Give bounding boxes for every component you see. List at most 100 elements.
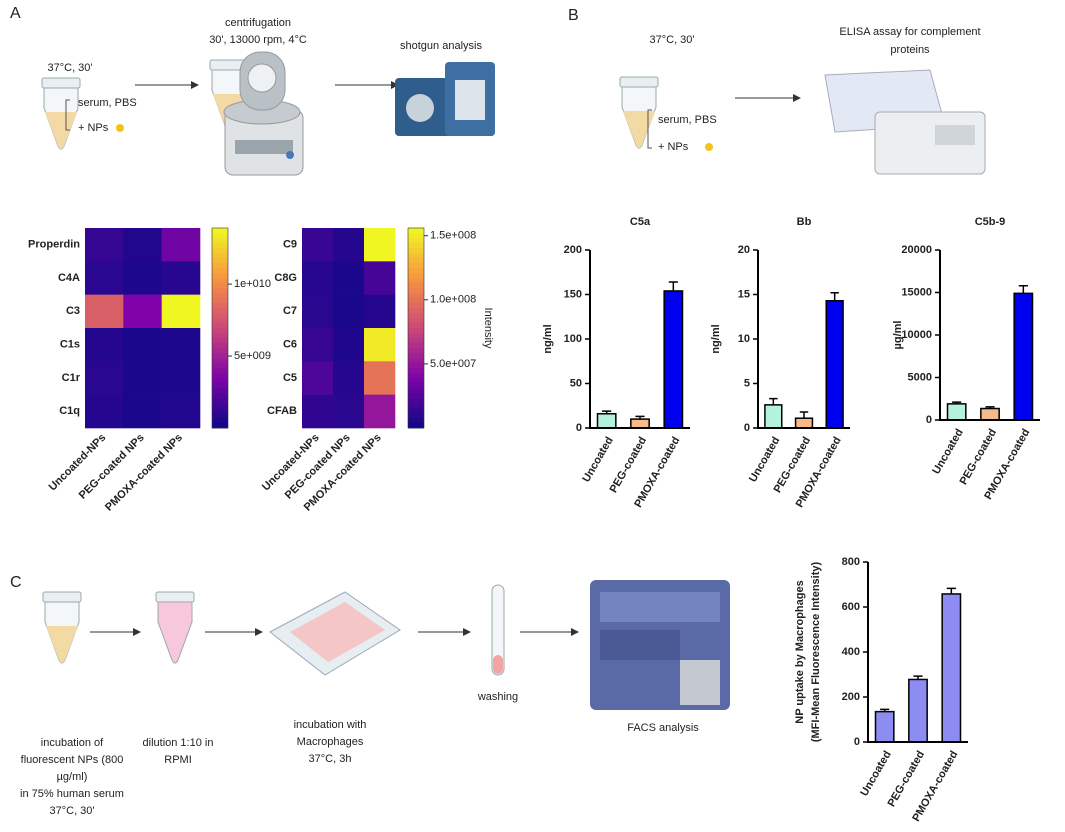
colorbar-tick-label: 1.0e+008	[430, 294, 476, 306]
colorbar-segment	[408, 398, 424, 404]
colorbar-segment	[212, 338, 228, 344]
x-tick-label: Uncoated	[858, 749, 893, 798]
test-tube	[491, 584, 505, 676]
colorbar-segment	[408, 343, 424, 349]
row-label: C3	[66, 305, 80, 317]
step-label: + NPs	[658, 141, 689, 153]
row-label: CFAB	[267, 405, 297, 417]
y-tick-label: 150	[564, 288, 582, 300]
step-label: 37°C, 30'	[49, 805, 94, 817]
heat-cell	[123, 294, 162, 329]
panel-label: A	[10, 5, 21, 22]
step-label: FACS analysis	[627, 722, 699, 734]
colorbar-segment	[212, 383, 228, 389]
heat-cell	[123, 328, 162, 362]
step-label: incubation of	[41, 737, 104, 749]
colorbar-segment	[408, 383, 424, 389]
bar	[663, 290, 684, 429]
heat-cell	[364, 261, 396, 295]
colorbar-segment	[408, 333, 424, 339]
bracket	[647, 109, 652, 149]
colorbar-segment	[408, 253, 424, 259]
error-bar	[952, 401, 962, 404]
row-label: C5	[283, 372, 297, 384]
colorbar-segment	[212, 403, 228, 409]
heat-cell	[302, 261, 334, 295]
error-bar	[769, 397, 778, 405]
x-tick-label: Uncoated	[747, 435, 782, 484]
y-tick-label: 15	[738, 288, 750, 300]
colorbar-segment	[212, 233, 228, 239]
colorbar-segment	[408, 233, 424, 239]
row-label: C1r	[62, 372, 81, 384]
heat-cell	[161, 328, 201, 362]
heat-cell	[364, 328, 396, 362]
bar	[825, 299, 844, 429]
centrifuge	[223, 51, 304, 176]
heat-cell	[161, 228, 201, 262]
step-label: ELISA assay for complement	[839, 26, 980, 38]
bar	[941, 593, 962, 743]
heat-cell	[333, 361, 365, 395]
colorbar-segment	[212, 353, 228, 359]
y-tick-label: 600	[842, 601, 860, 613]
heat-cell	[123, 261, 162, 295]
panel-label: B	[568, 7, 579, 24]
y-tick-label: 20	[738, 244, 750, 256]
colorbar-segment	[408, 358, 424, 364]
colorbar-segment	[212, 308, 228, 314]
step-label: shotgun analysis	[400, 40, 482, 52]
colorbar-segment	[408, 353, 424, 359]
colorbar-segment	[212, 418, 228, 424]
heat-cell	[85, 228, 124, 262]
colorbar-segment	[408, 318, 424, 324]
heat-cell	[302, 361, 334, 395]
heat-cell	[333, 261, 365, 295]
chart-title: C5a	[630, 216, 651, 228]
y-tick-label: 15000	[901, 286, 932, 298]
y-axis-label: ng/ml	[542, 324, 554, 353]
colorbar-segment	[408, 288, 424, 294]
colorbar-segment	[212, 283, 228, 289]
step-label: 30', 13000 rpm, 4°C	[209, 34, 307, 46]
bar	[980, 407, 1000, 421]
axes	[757, 250, 850, 429]
chart-title: Bb	[797, 216, 812, 228]
colorbar-segment	[212, 348, 228, 354]
colorbar-segment	[212, 298, 228, 304]
heat-cell	[123, 361, 162, 395]
colorbar-segment	[408, 248, 424, 254]
column-label: PEG-coated NPs	[77, 432, 147, 502]
colorbar-segment	[408, 268, 424, 274]
colorbar-segment	[212, 343, 228, 349]
bar	[794, 417, 814, 429]
colorbar-segment	[212, 358, 228, 364]
colorbar-segment	[212, 228, 228, 234]
y-axis-label: µg/ml	[892, 321, 904, 350]
colorbar-segment	[212, 293, 228, 299]
colorbar-segment	[408, 293, 424, 299]
y-tick-label: 200	[564, 244, 582, 256]
heat-cell	[302, 228, 334, 262]
heat-cell	[302, 394, 334, 429]
colorbar-segment	[212, 398, 228, 404]
heat-cell	[333, 394, 365, 429]
colorbar-segment	[408, 418, 424, 424]
tube	[42, 591, 82, 664]
y-axis-label: NP uptake by Macrophages	[794, 580, 806, 723]
colorbar-frame	[211, 227, 229, 429]
row-label: C4A	[58, 272, 80, 284]
heat-cell	[302, 294, 334, 329]
row-label: C7	[283, 305, 297, 317]
np-dot	[705, 143, 713, 151]
colorbar-segment	[408, 403, 424, 409]
colorbar-segment	[408, 363, 424, 369]
step-label: centrifugation	[225, 17, 291, 29]
heat-cell	[123, 228, 162, 262]
heat-cell	[161, 261, 201, 295]
row-label: Properdin	[28, 239, 80, 251]
heat-cell	[161, 394, 201, 429]
colorbar-segment	[408, 378, 424, 384]
error-bar	[946, 587, 956, 594]
heat-cell	[161, 294, 201, 329]
